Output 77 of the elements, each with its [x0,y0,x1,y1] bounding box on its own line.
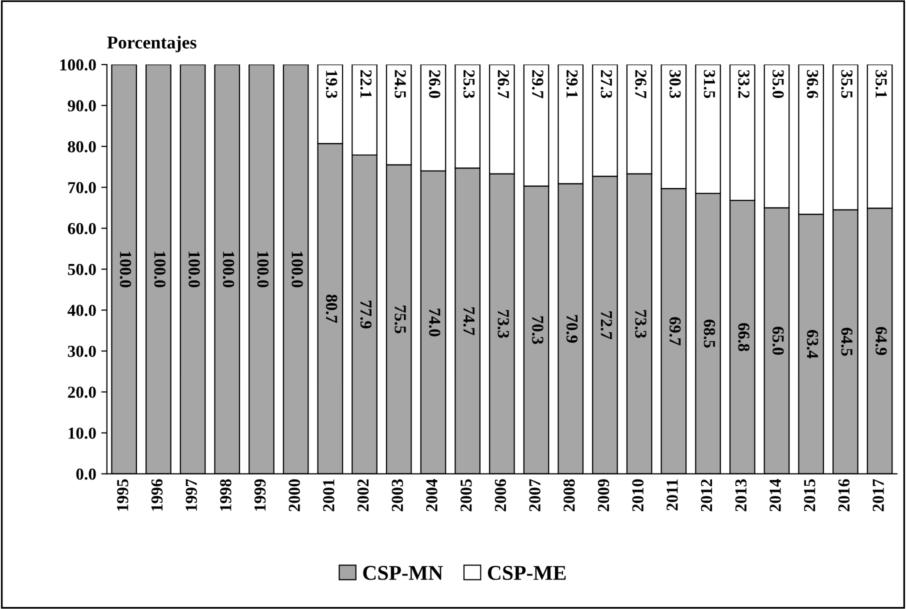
x-tick-label: 2007 [529,479,540,512]
y-tick-label: 50.0 [68,264,96,276]
x-tick-label: 2005 [460,479,472,512]
x-tick-label: 2004 [426,478,438,512]
y-tick-label: 0.0 [76,468,96,480]
data-label: 26.7 [498,70,509,98]
y-tick-label: 30.0 [68,346,96,358]
data-label: 19.3 [326,70,338,98]
x-tick-label: 2009 [598,479,610,512]
data-label: 24.5 [394,70,406,98]
legend-label: CSP-MN [363,566,443,580]
x-tick-label: 2011 [666,480,678,510]
data-label: 33.2 [738,70,750,98]
data-label: 65.0 [772,326,784,355]
x-tick-label: 2002 [357,479,369,512]
x-tick-label: 2013 [735,479,747,512]
y-tick-label: 80.0 [68,141,96,152]
y-tick-label: 70.0 [68,182,96,194]
legend-label: CSP-ME [488,566,566,580]
data-label: 70.3 [532,316,544,344]
x-tick-label: 1998 [220,479,232,511]
data-label: 75.5 [394,306,406,334]
data-label: 35.5 [841,70,852,98]
x-tick-label: 2010 [632,479,644,512]
data-label: 35.0 [772,70,784,98]
data-label: 30.3 [669,70,681,98]
data-label: 26.0 [428,70,440,98]
data-label: 26.7 [635,70,646,98]
data-label: 100.0 [188,252,200,288]
x-tick-label: 2015 [804,479,816,512]
y-tick-label: 10.0 [68,428,96,439]
y-axis-title: Porcentajes [107,36,196,52]
data-label: 73.3 [635,310,646,338]
data-label: 69.7 [669,317,681,346]
data-label: 100.0 [120,252,132,288]
x-tick-label: 2016 [838,479,850,512]
y-tick-label: 90.0 [68,100,96,112]
data-label: 29.1 [566,70,578,98]
data-label: 63.4 [806,330,818,358]
x-tick-label: 2012 [700,479,712,512]
x-tick-label: 2003 [392,479,404,512]
y-tick-label: 100.0 [60,59,96,71]
data-label: 100.0 [292,252,303,288]
x-tick-label: 2008 [564,479,575,512]
data-label: 80.7 [326,294,338,323]
x-tick-label: 1997 [186,479,197,511]
data-label: 29.7 [532,70,544,98]
x-tick-label: 2001 [323,480,334,512]
data-label: 64.9 [876,326,887,355]
data-label: 72.7 [600,311,612,340]
y-tick-label: 60.0 [68,222,96,234]
data-label: 74.7 [463,307,475,336]
data-label: 25.3 [463,70,475,98]
data-label: 100.0 [222,252,234,288]
data-label: 35.1 [876,70,887,98]
data-label: 73.3 [498,310,509,338]
data-label: 70.9 [566,315,578,343]
data-label: 22.1 [360,70,372,98]
x-tick-label: 1999 [254,479,266,511]
data-label: 74.0 [428,308,440,336]
x-tick-label: 1996 [151,479,163,511]
data-label: 66.8 [738,323,750,352]
x-tick-label: 2000 [288,479,300,512]
data-label: 77.9 [360,300,372,328]
data-label: 68.5 [704,320,716,348]
x-tick-label: 1995 [117,479,128,511]
data-label: 100.0 [154,252,166,288]
data-label: 27.3 [600,70,612,98]
data-label: 100.0 [257,252,269,288]
x-tick-label: 2017 [872,479,884,512]
x-tick-label: 2014 [770,478,781,512]
data-label: 31.5 [704,70,716,98]
data-label: 64.5 [841,328,852,356]
data-label: 36.6 [806,70,818,98]
y-tick-label: 40.0 [68,304,96,316]
x-tick-label: 2006 [494,479,506,512]
y-tick-label: 20.0 [68,386,96,398]
